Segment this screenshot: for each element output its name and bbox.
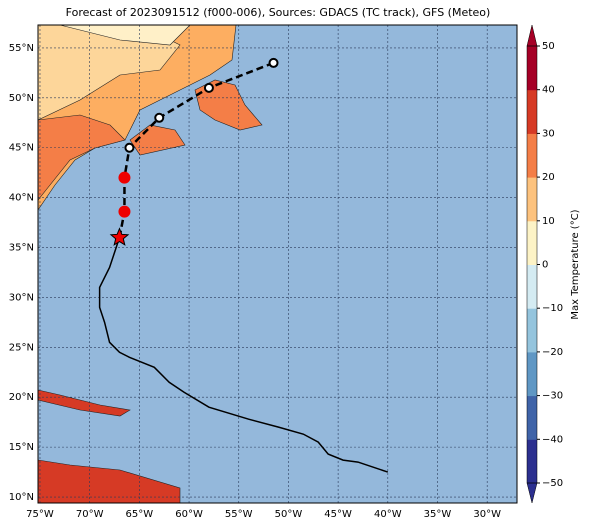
storm-point (124, 142, 135, 153)
title: Forecast of 2023091512 (f000-006), Sourc… (66, 6, 491, 19)
y-tick-label: 20°N (9, 392, 34, 403)
x-tick-label: 30°W (473, 509, 501, 520)
colorbar-tick-label: 10 (542, 216, 555, 227)
colorbar-band (527, 177, 537, 222)
x-tick-label: 35°W (424, 509, 452, 520)
map-frame (37, 24, 518, 504)
storm-point (118, 171, 131, 184)
x-tick-label: 50°W (275, 509, 303, 520)
colorbar-tick-label: −50 (542, 478, 563, 489)
y-tick-label: 40°N (9, 193, 34, 204)
colorbar-tick-label: −20 (542, 347, 563, 358)
colorbar-band (527, 89, 537, 134)
x-tick-label: 40°W (374, 509, 402, 520)
colorbar-label: Max Temperature (°C) (570, 209, 581, 319)
storm-point (203, 82, 214, 93)
y-tick-label: 25°N (9, 342, 34, 353)
x-tick-label: 55°W (225, 509, 253, 520)
x-tick-label: 75°W (26, 509, 54, 520)
colorbar-tick-label: −10 (542, 303, 563, 314)
storm-star (109, 227, 130, 246)
colorbar-tick-label: 30 (542, 128, 555, 139)
colorbar-band (527, 395, 537, 440)
colorbar-tick-label: 40 (542, 85, 555, 96)
y-tick-label: 55°N (9, 43, 34, 54)
colorbar-band (527, 133, 537, 178)
colorbar-tick-label: 50 (542, 41, 555, 52)
y-tick-label: 30°N (9, 292, 34, 303)
y-tick-label: 35°N (9, 243, 34, 254)
colorbar-band (527, 308, 537, 353)
colorbar-tick-label: −30 (542, 391, 563, 402)
colorbar-band (527, 220, 537, 265)
y-tick-label: 15°N (9, 442, 34, 453)
colorbar-tick-label: 0 (542, 260, 548, 271)
colorbar-band (527, 264, 537, 309)
colorbar-band (527, 439, 537, 484)
storm-point (154, 112, 165, 123)
colorbar-tick-label: 20 (542, 172, 555, 183)
colorbar-band (527, 351, 537, 397)
y-tick-label: 50°N (9, 93, 34, 104)
track-line (98, 237, 389, 473)
y-tick-label: 10°N (9, 492, 34, 503)
x-tick-label: 70°W (76, 509, 104, 520)
x-tick-label: 45°W (324, 509, 352, 520)
colorbar-arrow (526, 24, 538, 47)
storm-point (268, 57, 279, 68)
x-tick-label: 65°W (126, 509, 154, 520)
y-tick-label: 45°N (9, 143, 34, 154)
colorbar-arrow (526, 482, 538, 504)
x-tick-label: 60°W (175, 509, 203, 520)
storm-point (118, 205, 131, 218)
colorbar-band (527, 46, 537, 91)
colorbar-tick-label: −40 (542, 434, 563, 445)
